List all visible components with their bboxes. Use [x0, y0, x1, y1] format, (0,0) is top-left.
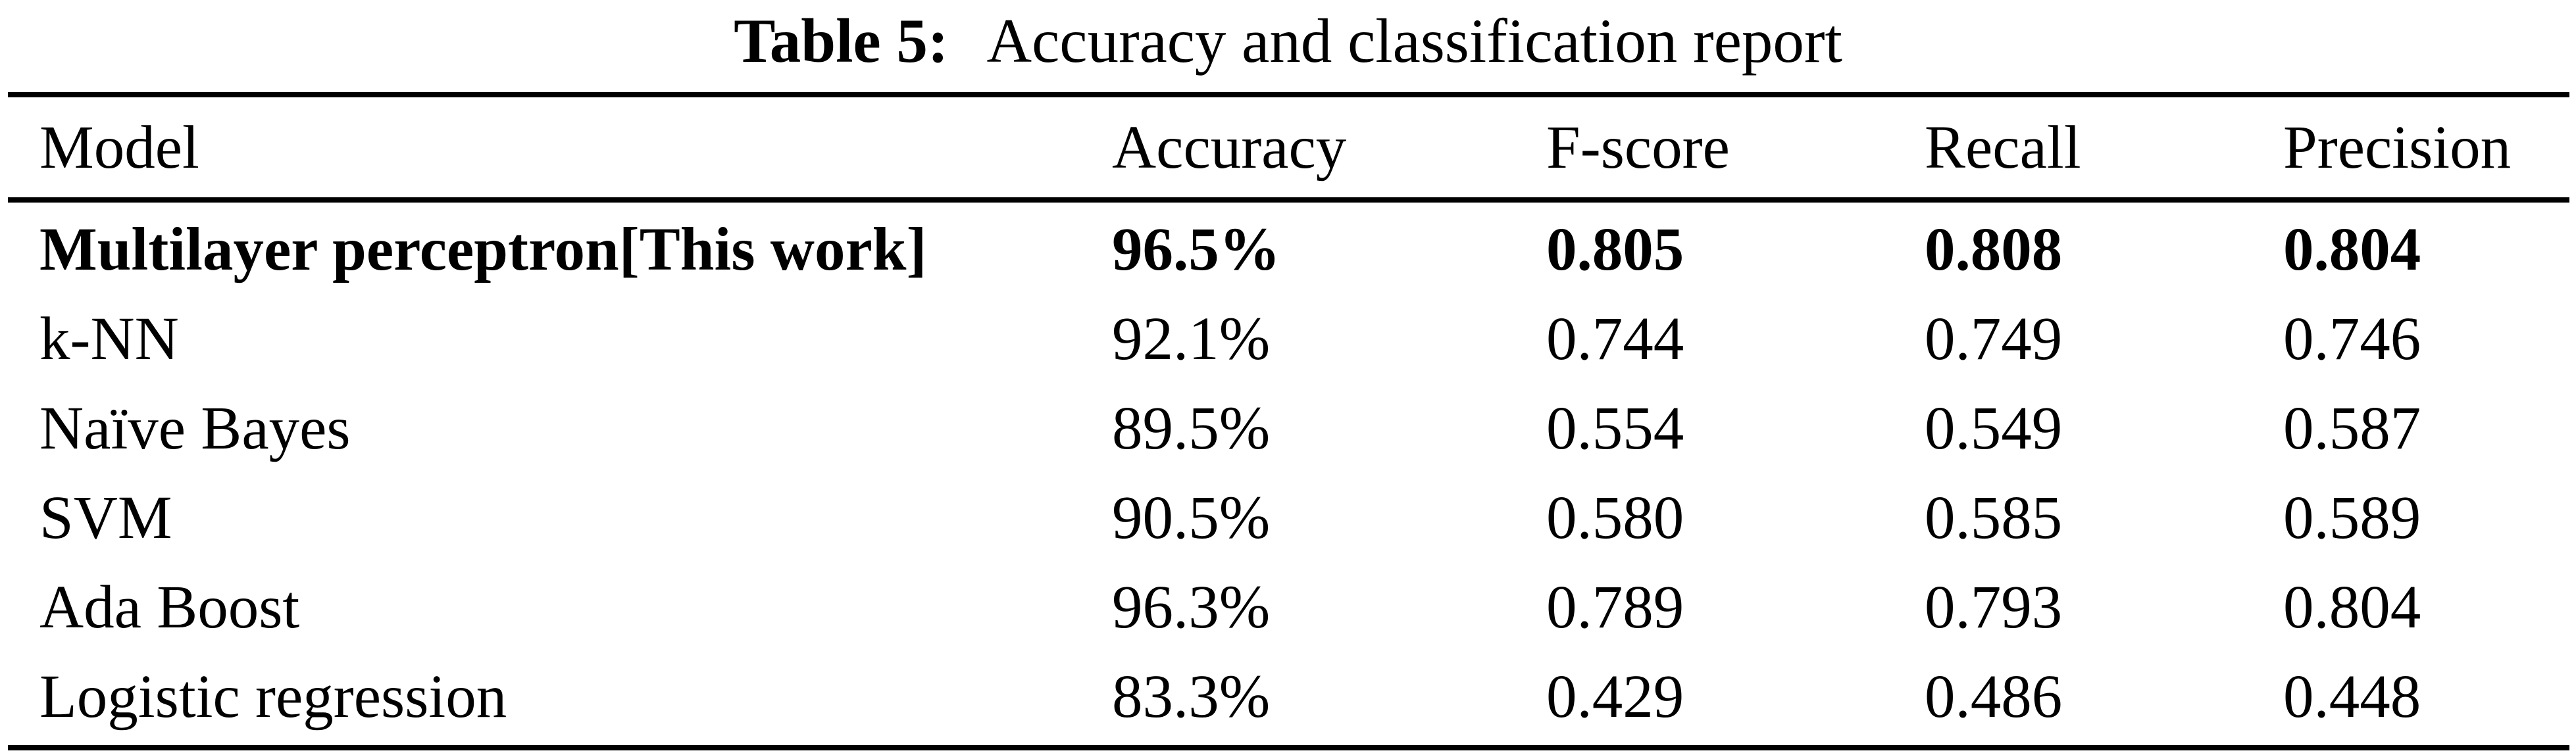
- cell-recall: 0.549: [1925, 395, 2063, 463]
- cell-recall: 0.486: [1925, 662, 2063, 731]
- cell-accuracy: 90.5%: [1112, 483, 1271, 552]
- header-cell-fscore: F-score: [1546, 113, 1730, 182]
- table-row-naive-bayes: Naïve Bayes 89.5% 0.554 0.549 0.587: [8, 384, 2569, 474]
- table-caption: Table 5: Accuracy and classification repo…: [0, 0, 2576, 92]
- header-cell-accuracy: Accuracy: [1112, 113, 1347, 182]
- table-header-rule: [8, 197, 2569, 203]
- table-caption-label: Table 5:: [734, 6, 949, 76]
- cell-fscore: 0.744: [1546, 305, 1684, 374]
- table-row-multilayer-perceptron: Multilayer perceptron[This work] 96.5% 0…: [8, 205, 2569, 295]
- cell-precision: 0.746: [2283, 305, 2421, 374]
- cell-fscore: 0.789: [1546, 573, 1684, 641]
- cell-precision: 0.804: [2283, 216, 2421, 284]
- table-row-svm: SVM 90.5% 0.580 0.585 0.589: [8, 473, 2569, 562]
- cell-model: Logistic regression: [39, 662, 507, 731]
- table-row-ada-boost: Ada Boost 96.3% 0.789 0.793 0.804: [8, 562, 2569, 652]
- cell-precision: 0.589: [2283, 483, 2421, 552]
- cell-fscore: 0.805: [1546, 216, 1684, 284]
- cell-model: Ada Boost: [39, 573, 300, 641]
- cell-precision: 0.587: [2283, 395, 2421, 463]
- cell-accuracy: 92.1%: [1112, 305, 1271, 374]
- cell-model: Naïve Bayes: [39, 395, 351, 463]
- cell-accuracy: 83.3%: [1112, 662, 1271, 731]
- cell-fscore: 0.554: [1546, 395, 1684, 463]
- table-header-row: Model Accuracy F-score Recall Precision: [8, 97, 2569, 197]
- cell-precision: 0.448: [2283, 662, 2421, 731]
- cell-recall: 0.793: [1925, 573, 2063, 641]
- header-cell-model: Model: [39, 113, 199, 182]
- table-row-knn: k-NN 92.1% 0.744 0.749 0.746: [8, 295, 2569, 384]
- table-caption-text: Accuracy and classification report: [986, 6, 1842, 76]
- header-cell-precision: Precision: [2283, 113, 2512, 182]
- cell-accuracy: 89.5%: [1112, 395, 1271, 463]
- cell-recall: 0.585: [1925, 483, 2063, 552]
- table-bottom-rule: [8, 745, 2569, 750]
- header-cell-recall: Recall: [1925, 113, 2081, 182]
- table-body: Multilayer perceptron[This work] 96.5% 0…: [0, 203, 2576, 745]
- cell-recall: 0.749: [1925, 305, 2063, 374]
- cell-model: k-NN: [39, 305, 179, 374]
- cell-model: SVM: [39, 483, 172, 552]
- cell-fscore: 0.580: [1546, 483, 1684, 552]
- cell-fscore: 0.429: [1546, 662, 1684, 731]
- cell-model: Multilayer perceptron[This work]: [39, 216, 927, 284]
- cell-accuracy: 96.5%: [1112, 216, 1280, 284]
- table-row-logistic-regression: Logistic regression 83.3% 0.429 0.486 0.…: [8, 652, 2569, 741]
- cell-recall: 0.808: [1925, 216, 2063, 284]
- table-top-rule: [8, 92, 2569, 97]
- cell-accuracy: 96.3%: [1112, 573, 1271, 641]
- cell-precision: 0.804: [2283, 573, 2421, 641]
